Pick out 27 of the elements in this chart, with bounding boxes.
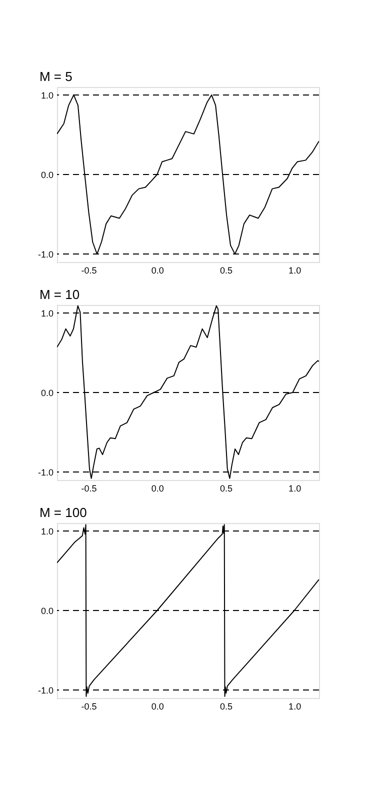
x-tick-label: 1.0 <box>288 702 302 712</box>
x-tick-label: 1.0 <box>288 266 302 276</box>
x-tick-label: 0.0 <box>151 484 164 494</box>
x-tick-label: 0.0 <box>151 266 164 276</box>
y-tick-label: 0.0 <box>40 170 54 180</box>
x-tick-label: 0.5 <box>220 266 232 276</box>
chart-title: M = 100 <box>39 505 87 520</box>
x-tick-label: -0.5 <box>81 702 97 712</box>
x-tick-label: 0.0 <box>151 702 164 712</box>
y-tick-label: -1.0 <box>38 686 54 696</box>
x-tick-label: 0.5 <box>220 484 232 494</box>
y-tick-label: 0.0 <box>40 606 54 616</box>
x-tick-label: -0.5 <box>81 484 97 494</box>
x-tick-label: 1.0 <box>288 484 302 494</box>
y-tick-label: -1.0 <box>38 250 54 260</box>
y-tick-label: 0.0 <box>40 388 54 398</box>
y-tick-label: 1.0 <box>40 308 54 318</box>
y-tick-label: -1.0 <box>38 468 54 478</box>
y-tick-label: 1.0 <box>40 90 54 100</box>
y-tick-label: 1.0 <box>40 526 54 536</box>
chart-title: M = 10 <box>39 287 80 302</box>
line-series <box>57 94 319 255</box>
x-tick-label: -0.5 <box>81 266 97 276</box>
chart-title: M = 5 <box>39 69 72 84</box>
line-series <box>57 305 319 479</box>
line-series <box>57 524 319 697</box>
x-tick-label: 0.5 <box>220 702 232 712</box>
